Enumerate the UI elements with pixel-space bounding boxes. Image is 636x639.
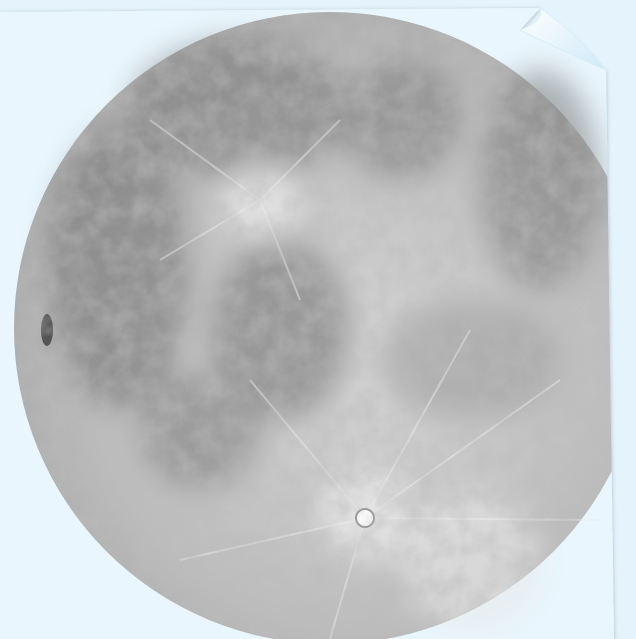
page-curl xyxy=(518,6,608,72)
moon xyxy=(14,12,614,639)
